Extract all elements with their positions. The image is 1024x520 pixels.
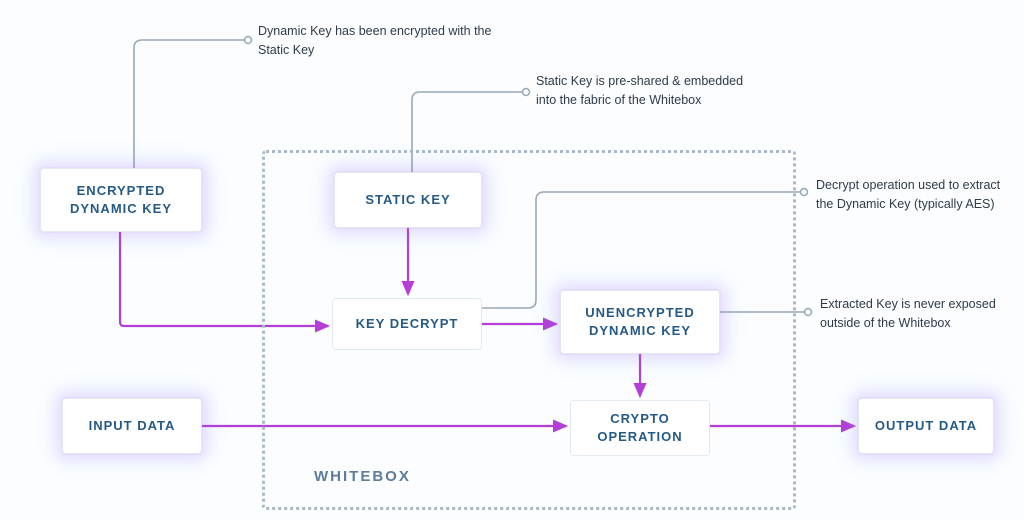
node-input-data: INPUT DATA [62, 398, 202, 454]
node-label: OUTPUT DATA [875, 417, 977, 435]
annotation-dot-al4 [805, 309, 812, 316]
annotation-dot-al3 [801, 189, 808, 196]
node-encrypted-dynamic-key: ENCRYPTED DYNAMIC KEY [40, 168, 202, 232]
node-label: ENCRYPTED DYNAMIC KEY [51, 182, 191, 217]
diagram-stage: WHITEBOX ENCRYPTED DYNAMIC KEY STATIC KE… [0, 0, 1024, 520]
node-unencrypted-dynamic-key: UNENCRYPTED DYNAMIC KEY [560, 290, 720, 354]
annotation-extracted-key: Extracted Key is never exposed outside o… [820, 295, 1020, 334]
node-label: CRYPTO OPERATION [581, 410, 699, 445]
node-label: KEY DECRYPT [356, 315, 459, 333]
annotation-decrypt-operation: Decrypt operation used to extract the Dy… [816, 176, 1016, 215]
annotation-line-al1 [134, 40, 244, 168]
annotation-static-key-preshared: Static Key is pre-shared & embedded into… [536, 72, 766, 111]
node-output-data: OUTPUT DATA [858, 398, 994, 454]
annotation-dynamic-key-encrypted: Dynamic Key has been encrypted with the … [258, 22, 498, 61]
node-label: STATIC KEY [365, 191, 450, 209]
node-static-key: STATIC KEY [334, 172, 482, 228]
node-label: INPUT DATA [89, 417, 176, 435]
whitebox-label: WHITEBOX [314, 468, 411, 485]
node-label: UNENCRYPTED DYNAMIC KEY [571, 304, 709, 339]
annotation-dot-al1 [245, 37, 252, 44]
node-crypto-operation: CRYPTO OPERATION [570, 400, 710, 456]
annotation-dot-al2 [523, 89, 530, 96]
node-key-decrypt: KEY DECRYPT [332, 298, 482, 350]
